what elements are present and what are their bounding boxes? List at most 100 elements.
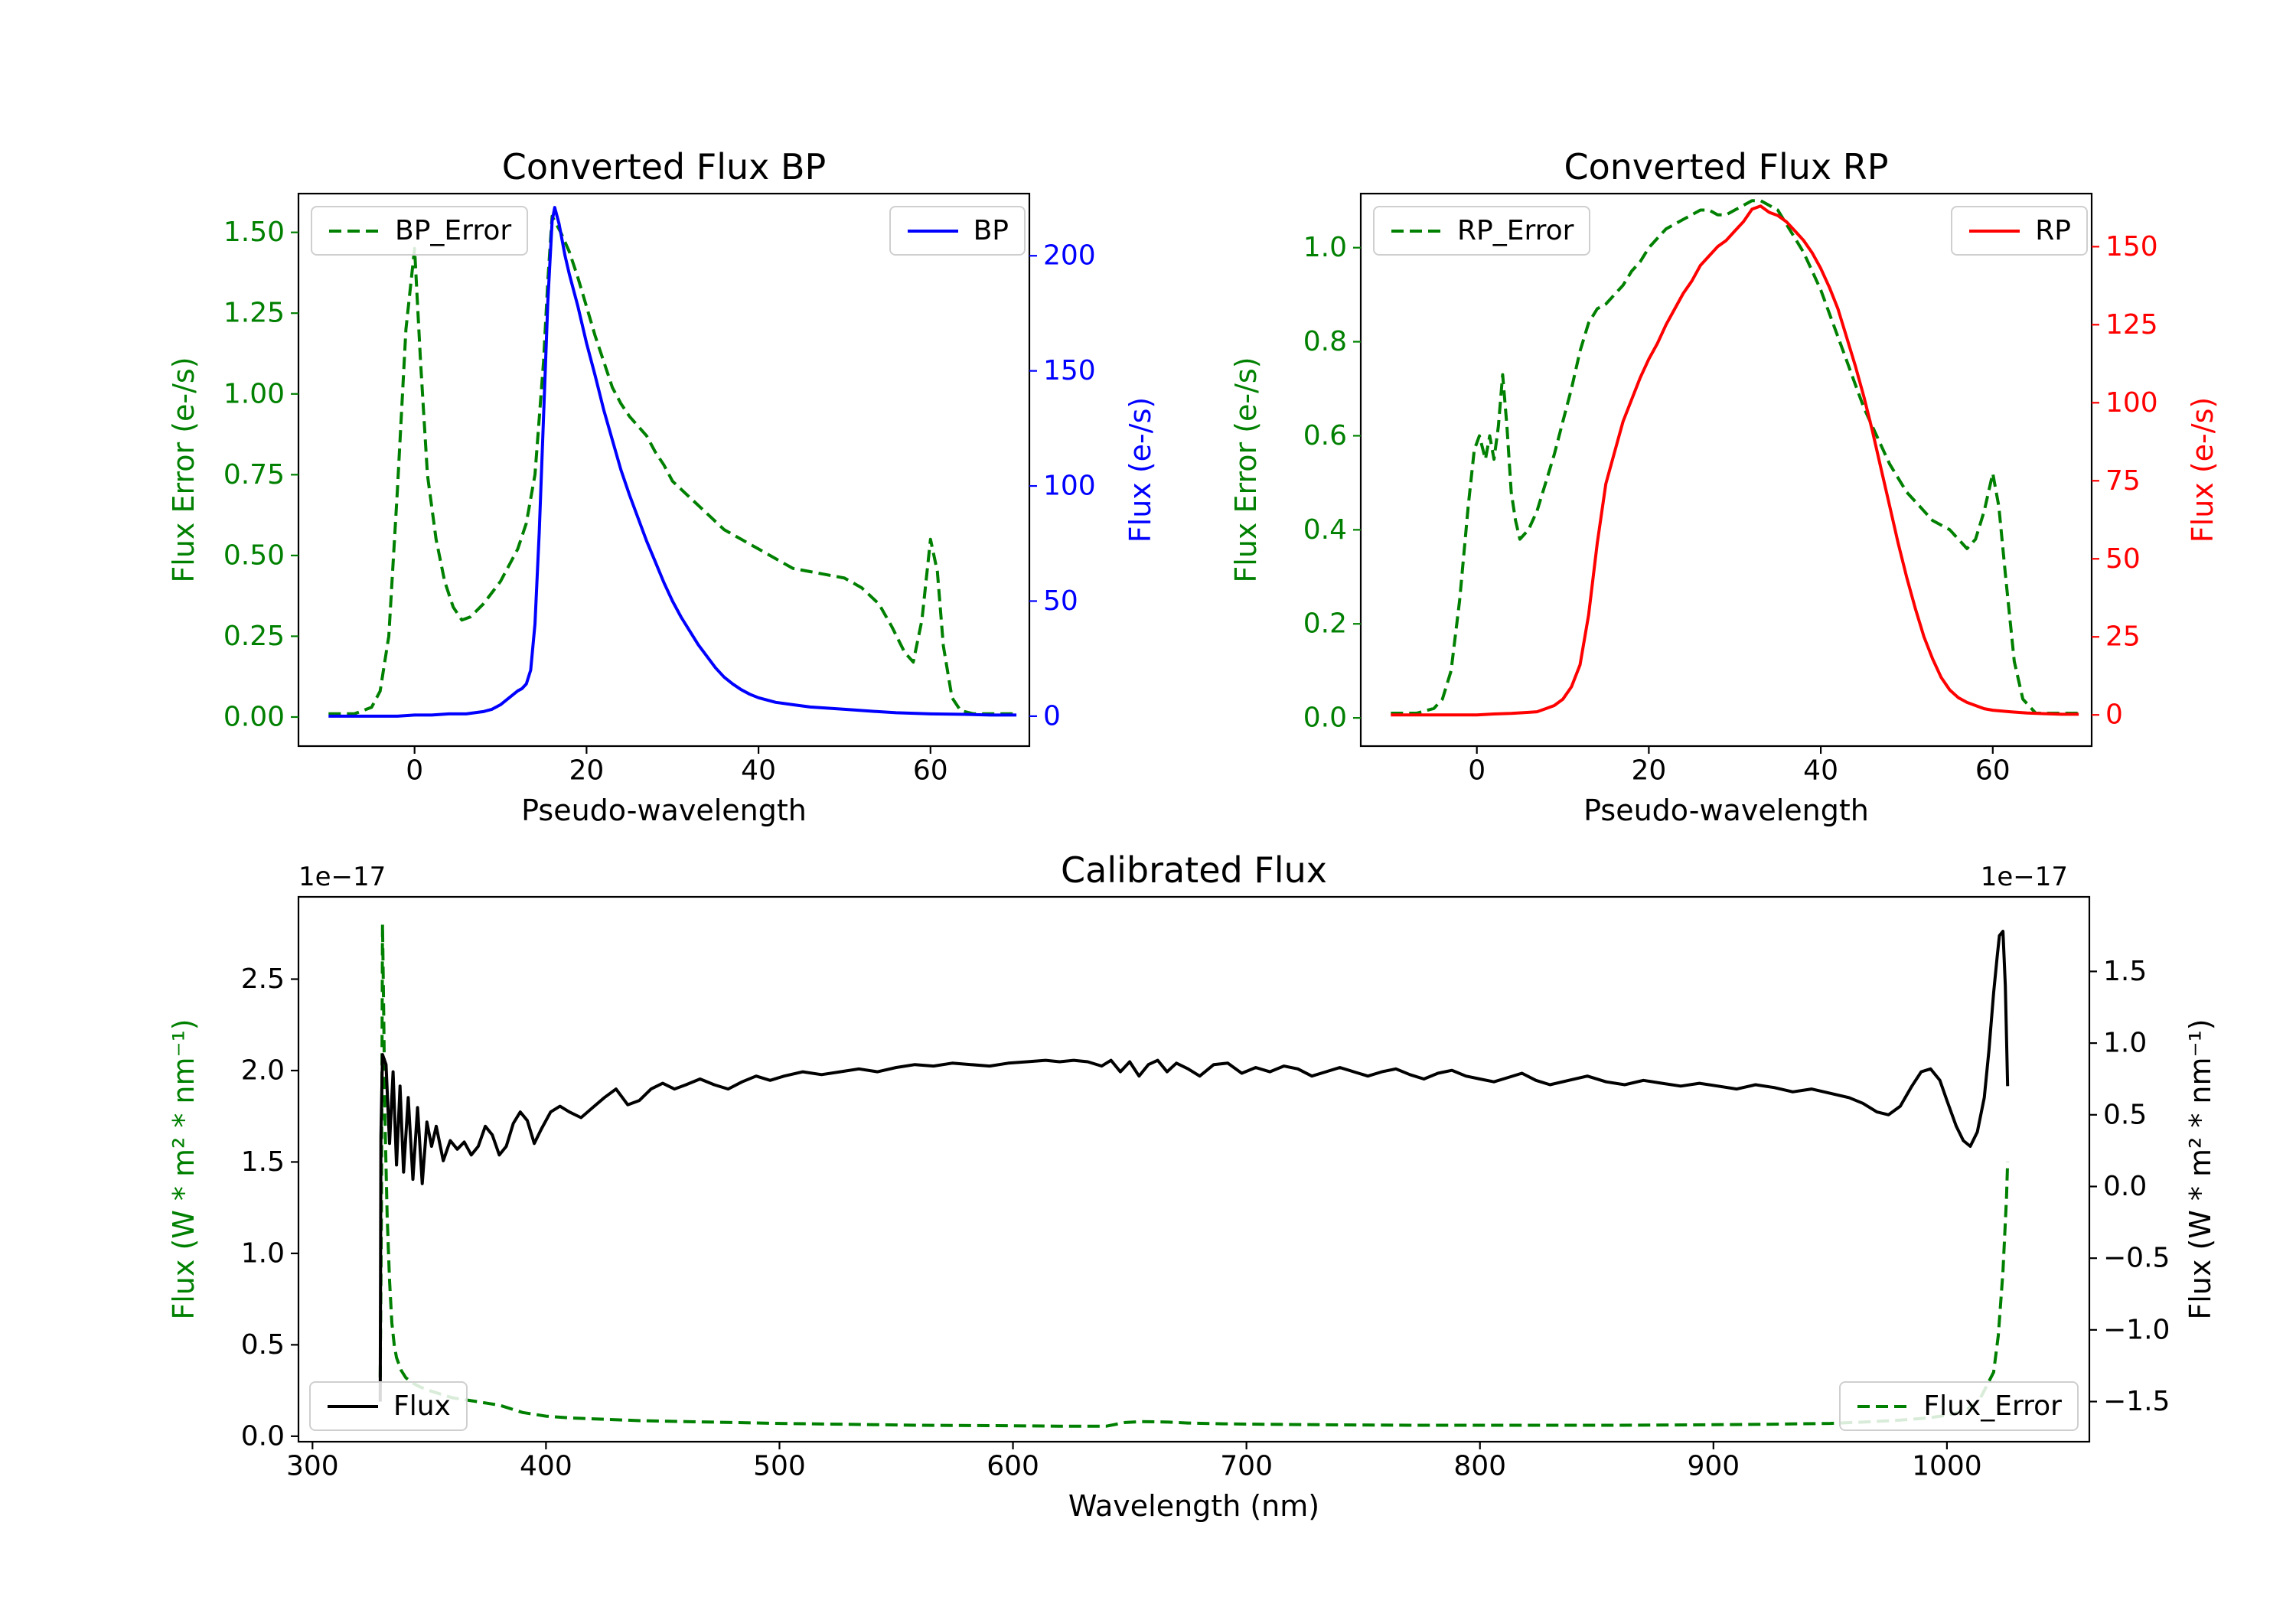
left-y-tick-label: 1.0 xyxy=(241,1237,285,1269)
x-tick-label: 20 xyxy=(1631,755,1666,787)
x-axis-label: Pseudo-wavelength xyxy=(1583,794,1869,827)
legend-line-sample xyxy=(1857,1404,1909,1408)
chart-converted-flux-bp: Converted Flux BP Flux Error (e-/s) Flux… xyxy=(167,148,1157,827)
legend-rp-error: RP_Error xyxy=(1373,206,1591,256)
axes-frame xyxy=(297,895,2091,1443)
legend-flux-error: Flux_Error xyxy=(1839,1381,2079,1431)
left-y-tick-label: 0.50 xyxy=(223,539,285,571)
right-y-tick-label: −1.5 xyxy=(2103,1386,2170,1417)
chart-converted-flux-rp: Converted Flux RP Flux Error (e-/s) Flux… xyxy=(1229,148,2219,827)
x-tick-label: 40 xyxy=(1803,755,1838,787)
series-line-BP_Error xyxy=(328,214,1017,715)
legend-label: Flux xyxy=(393,1390,451,1422)
legend-label: BP_Error xyxy=(395,215,512,246)
right-y-tick-label: 1.5 xyxy=(2103,956,2147,987)
plot-area-bp: 0 20 40 60 0.00 0.25 0.50 0.75 1.00 1.25 1.50 0 50 10… xyxy=(223,192,1096,787)
right-y-tick-label: 75 xyxy=(2105,465,2141,497)
left-axis-label: Flux (W * m² * nm⁻¹) xyxy=(167,1019,201,1320)
right-axis-offset-text: 1e−17 xyxy=(1980,862,2068,892)
left-y-tick-label: 0.6 xyxy=(1303,420,1347,451)
legend-label: BP xyxy=(973,215,1009,246)
series-line-BP xyxy=(328,206,1017,718)
right-axis-label: Flux (e-/s) xyxy=(1124,396,1157,543)
left-y-tick-label: 1.00 xyxy=(223,378,285,409)
right-axis-label: Flux (W * m² * nm⁻¹) xyxy=(2183,1019,2217,1320)
series-group xyxy=(328,206,1017,718)
left-y-tick-label: 0.0 xyxy=(241,1420,285,1452)
x-tick-label: 900 xyxy=(1687,1451,1740,1482)
right-y-tick-label: 0.5 xyxy=(2103,1099,2147,1130)
left-y-tick-label: 2.0 xyxy=(241,1054,285,1086)
left-y-tick-label: 0.5 xyxy=(241,1329,285,1361)
right-y-tick-label: 0 xyxy=(1043,700,1061,732)
right-y-tick-label: −1.0 xyxy=(2103,1314,2170,1345)
legend-bp: BP xyxy=(889,206,1026,256)
x-tick-label: 600 xyxy=(987,1451,1039,1482)
legend-label: RP_Error xyxy=(1457,215,1574,246)
x-tick-label: 300 xyxy=(286,1451,339,1482)
chart-title: Converted Flux BP xyxy=(501,146,827,187)
legend-label: RP xyxy=(2035,215,2071,246)
right-axis-label: Flux (e-/s) xyxy=(2186,396,2219,543)
right-y-tick-label: 25 xyxy=(2105,621,2141,653)
chart-calibrated-flux: Calibrated Flux 1e−17 1e−17 Flux (W * m²… xyxy=(167,851,2217,1523)
left-y-tick-label: 1.5 xyxy=(241,1146,285,1178)
series-line-Flux_Error xyxy=(378,922,2010,1428)
right-y-tick-label: 1.0 xyxy=(2103,1028,2147,1059)
series-group xyxy=(378,922,2010,1428)
legend-line-sample xyxy=(907,229,958,233)
legend-bp-error: BP_Error xyxy=(311,206,529,256)
x-tick-label: 60 xyxy=(1975,755,2011,787)
left-y-tick-label: 1.25 xyxy=(223,298,285,329)
left-y-tick-label: 0.4 xyxy=(1303,514,1347,546)
left-axis-label: Flux Error (e-/s) xyxy=(1229,357,1263,583)
legend-line-sample xyxy=(329,229,380,233)
axes-frame xyxy=(297,192,1031,748)
right-y-tick-label: 150 xyxy=(2105,231,2158,262)
legend-flux: Flux xyxy=(309,1381,468,1431)
chart-title: Calibrated Flux xyxy=(1061,849,1327,891)
legend-line-sample xyxy=(1391,229,1442,233)
x-tick-label: 500 xyxy=(753,1451,806,1482)
legend-rp: RP xyxy=(1951,206,2088,256)
left-y-tick-label: 0.2 xyxy=(1303,608,1347,640)
left-y-tick-label: 0.75 xyxy=(223,459,285,491)
x-tick-label: 0 xyxy=(406,755,423,787)
x-axis-label: Wavelength (nm) xyxy=(1068,1489,1320,1523)
left-axis-label: Flux Error (e-/s) xyxy=(167,357,201,583)
x-tick-label: 40 xyxy=(741,755,776,787)
x-tick-label: 0 xyxy=(1468,755,1486,787)
right-y-tick-label: 125 xyxy=(2105,309,2158,341)
chart-title: Converted Flux RP xyxy=(1564,146,1889,187)
plot-area-rp: 0 20 40 60 0.0 0.2 0.4 0.6 0.8 1.0 0 25 50 75 100 125 15… xyxy=(1303,192,2158,787)
x-axis-label: Pseudo-wavelength xyxy=(521,794,807,827)
left-y-tick-label: 0.0 xyxy=(1303,702,1347,734)
right-y-tick-label: 200 xyxy=(1043,240,1096,272)
right-y-tick-label: 0 xyxy=(2105,699,2123,731)
right-y-tick-label: −0.5 xyxy=(2103,1243,2170,1274)
legend-line-sample xyxy=(1969,229,2020,233)
x-tick-label: 20 xyxy=(569,755,604,787)
right-y-tick-label: 100 xyxy=(2105,387,2158,419)
series-line-RP_Error xyxy=(1391,199,2079,715)
left-axis-offset-text: 1e−17 xyxy=(298,862,386,892)
x-tick-label: 1000 xyxy=(1912,1451,1982,1482)
left-y-tick-label: 0.8 xyxy=(1303,326,1347,357)
right-y-tick-label: 0.0 xyxy=(2103,1171,2147,1202)
right-y-tick-label: 50 xyxy=(1043,585,1078,617)
left-y-tick-label: 0.00 xyxy=(223,702,285,733)
right-y-tick-label: 50 xyxy=(2105,543,2141,575)
x-tick-label: 700 xyxy=(1220,1451,1273,1482)
left-y-tick-label: 2.5 xyxy=(241,963,285,995)
plot-area-calibrated: 300 400 500 600 700 800 900 1000 0.0 0.5 1.0 1.5 2.0… xyxy=(241,895,2170,1482)
axes-frame xyxy=(1359,192,2093,748)
left-y-tick-label: 1.0 xyxy=(1303,232,1347,263)
x-tick-label: 60 xyxy=(913,755,948,787)
x-tick-label: 400 xyxy=(520,1451,572,1482)
right-y-tick-label: 150 xyxy=(1043,355,1096,386)
right-y-tick-label: 100 xyxy=(1043,471,1096,502)
series-line-RP xyxy=(1391,204,2079,717)
series-group xyxy=(1391,199,2079,717)
left-y-tick-label: 1.50 xyxy=(223,217,285,248)
left-y-tick-label: 0.25 xyxy=(223,621,285,652)
